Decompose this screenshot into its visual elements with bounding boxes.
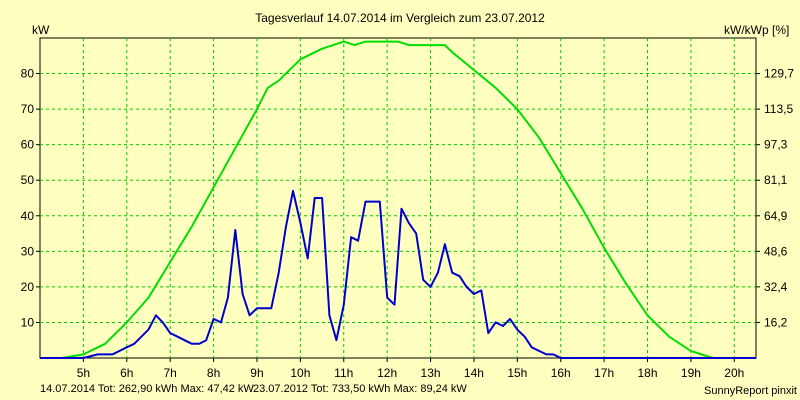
ticks-layer: 5h 6h 7h 8h 9h 10h 11h 12h 13h 14h 15h 16h 17h 18h 19h… [21, 67, 795, 380]
x-tick-label: 9h [250, 366, 263, 380]
y-tick-label-left: 30 [21, 244, 35, 258]
y-tick-label-right: 32,4 [764, 280, 788, 294]
x-tick-label: 16h [551, 366, 571, 380]
x-tick-label: 6h [120, 366, 133, 380]
y-tick-label-right: 97,3 [764, 138, 788, 152]
grid-layer [40, 38, 756, 358]
x-tick-label: 13h [421, 366, 441, 380]
x-tick-label: 7h [164, 366, 177, 380]
y-tick-label-right: 129,7 [764, 67, 794, 81]
y-tick-label-left: 20 [21, 280, 35, 294]
y-axis-label-left: kW [32, 23, 50, 37]
series-line-23.07.2012 [40, 40, 756, 359]
y-tick-label-left: 80 [21, 67, 35, 81]
x-tick-label: 10h [290, 366, 310, 380]
footer-series1-text: 14.07.2014 Tot: 262,90 kWh Max: 47,42 kW [40, 383, 254, 395]
x-tick-label: 17h [594, 366, 614, 380]
x-tick-label: 15h [507, 366, 527, 380]
y-tick-label-left: 40 [21, 209, 35, 223]
y-tick-label-left: 10 [21, 315, 35, 329]
chart-title: Tagesverlauf 14.07.2014 im Vergleich zum… [255, 11, 545, 25]
y-tick-label-right: 64,9 [764, 209, 788, 223]
y-tick-label-left: 70 [21, 102, 35, 116]
footer-credit: SunnyReport pinxit [704, 385, 797, 397]
y-tick-label-right: 48,6 [764, 244, 788, 258]
y-tick-label-left: 60 [21, 138, 35, 152]
y-tick-label-right: 113,5 [764, 102, 793, 116]
series-layer [40, 40, 756, 359]
x-tick-label: 18h [637, 366, 657, 380]
y-axis-label-right: kW/kWp [%] [724, 23, 789, 37]
y-tick-label-left: 50 [21, 173, 35, 187]
plot-frame [39, 37, 757, 359]
y-tick-label-right: 81,1 [764, 173, 788, 187]
x-tick-label: 20h [724, 366, 744, 380]
x-tick-label: 14h [464, 366, 484, 380]
x-tick-label: 11h [334, 366, 353, 380]
x-tick-label: 8h [207, 366, 220, 380]
x-tick-label: 5h [77, 366, 90, 380]
series-line-14.07.2014 [40, 189, 756, 359]
y-tick-label-right: 16,2 [764, 315, 788, 329]
x-tick-label: 19h [681, 366, 701, 380]
footer-series2-text: 23.07.2012 Tot: 733,50 kWh Max: 89,24 kW [253, 383, 467, 395]
x-tick-label: 12h [377, 366, 397, 380]
